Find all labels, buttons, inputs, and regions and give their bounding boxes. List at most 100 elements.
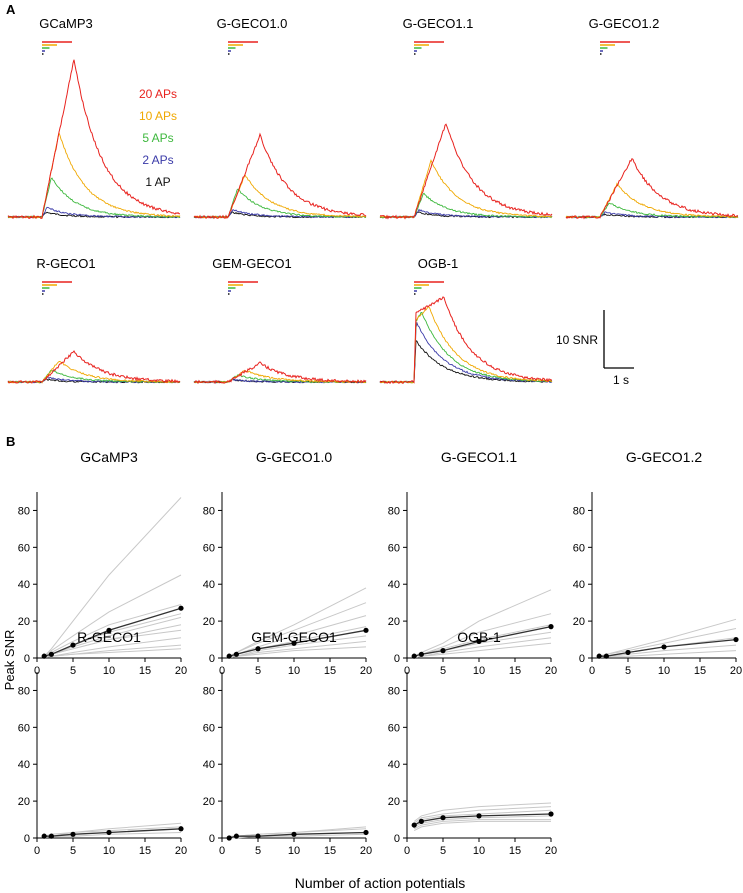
x-tick-label: 5 [70, 845, 76, 857]
plot-ogb-1: OGB-1 0 20 40 60 80 0 5 10 15 20 [388, 629, 557, 857]
legend-entry-ap5: 5 APs [142, 131, 173, 145]
y-tick-label: 40 [18, 579, 30, 591]
plot-title-r-geco1: R-GECO1 [77, 629, 141, 645]
trace-title-gcamp3: GCaMP3 [39, 16, 92, 31]
mean-point-5 [70, 642, 76, 648]
y-tick-label: 40 [203, 759, 215, 771]
trace-title-gem-geco1: GEM-GECO1 [212, 256, 291, 271]
y-tick-label: 60 [18, 722, 30, 734]
plot-title-ogb-1: OGB-1 [457, 629, 501, 645]
y-tick-label: 0 [579, 653, 585, 665]
y-tick-label: 60 [388, 542, 400, 554]
x-tick-label: 5 [440, 845, 446, 857]
x-axis-label: Number of action potentials [295, 875, 465, 891]
cell-line-2 [413, 806, 552, 824]
trace-g-geco1-1-ap5 [379, 192, 553, 219]
trace-gem-geco1-ap20 [193, 361, 367, 385]
mean-point-1 [41, 833, 47, 839]
trace-panel-ogb-1: OGB-1 [379, 256, 553, 385]
y-tick-label: 20 [18, 796, 30, 808]
panel-a-label: A [6, 2, 16, 17]
plot-title-gcamp3: GCaMP3 [80, 449, 138, 465]
mean-point-2 [48, 651, 55, 657]
mean-point-5 [70, 831, 76, 837]
x-tick-label: 15 [694, 665, 706, 677]
plot-gem-geco1: GEM-GECO1 0 20 40 60 80 0 5 10 15 20 [203, 629, 372, 857]
mean-point-10 [106, 627, 112, 633]
trace-gcamp3-ap20 [7, 59, 180, 220]
x-tick-label: 10 [658, 665, 670, 677]
mean-point-1 [411, 822, 417, 828]
mean-point-2 [48, 833, 55, 839]
scale-bar-y-label: 10 SNR [556, 333, 598, 347]
x-tick-label: 5 [70, 665, 76, 677]
scale-bar-x-label: 1 s [613, 373, 629, 387]
legend-entry-ap10: 10 APs [139, 109, 177, 123]
cell-line-6 [414, 642, 552, 659]
y-tick-label: 60 [388, 722, 400, 734]
y-tick-label: 0 [394, 653, 400, 665]
mean-point-1 [411, 653, 417, 659]
x-tick-label: 5 [255, 845, 261, 857]
mean-point-5 [625, 649, 631, 656]
mean-point-10 [476, 813, 482, 819]
y-tick-label: 60 [18, 542, 30, 554]
trace-g-geco1-2-ap10 [565, 182, 739, 219]
mean-point-1 [226, 835, 232, 841]
trace-title-r-geco1: R-GECO1 [36, 256, 95, 271]
x-tick-label: 5 [255, 665, 261, 677]
y-tick-label: 60 [203, 722, 215, 734]
trace-ogb-1-ap20 [379, 296, 553, 385]
y-tick-label: 80 [203, 685, 215, 697]
legend-entry-ap2: 2 APs [142, 153, 173, 167]
y-axis-label: Peak SNR [2, 630, 17, 691]
x-tick-label: 20 [360, 845, 372, 857]
y-tick-label: 0 [24, 653, 30, 665]
x-tick-label: 20 [545, 665, 557, 677]
mean-point-1 [41, 653, 47, 659]
x-tick-label: 15 [139, 665, 151, 677]
y-tick-label: 80 [203, 505, 215, 517]
mean-point-10 [476, 638, 482, 645]
x-tick-label: 10 [288, 665, 300, 677]
x-tick-label: 0 [589, 665, 595, 677]
trace-g-geco1-2-ap20 [565, 157, 739, 220]
cell-line-6 [413, 820, 551, 832]
trace-g-geco1-1-ap10 [379, 159, 553, 219]
x-tick-label: 10 [103, 665, 115, 677]
x-tick-label: 10 [473, 665, 485, 677]
mean-point-20 [733, 636, 739, 643]
mean-point-10 [291, 831, 297, 837]
x-tick-label: 5 [625, 665, 631, 677]
x-tick-label: 20 [175, 845, 187, 857]
y-tick-label: 40 [388, 579, 400, 591]
y-tick-label: 20 [18, 616, 30, 628]
panel-a-traces: GCaMP3 G-GECO1.0 G-GECO1.1 G-GECO1.2 R-GECO1… [7, 16, 739, 385]
cell-line-2 [43, 574, 182, 657]
trace-title-g-geco1-0: G-GECO1.0 [217, 16, 288, 31]
plot-title-g-geco1-1: G-GECO1.1 [441, 449, 517, 465]
x-tick-label: 10 [473, 845, 485, 857]
x-tick-label: 15 [509, 665, 521, 677]
mean-point-1 [596, 653, 602, 659]
trace-panel-g-geco1-2: G-GECO1.2 [565, 16, 739, 220]
x-tick-label: 20 [730, 665, 742, 677]
x-tick-label: 15 [324, 845, 336, 857]
y-tick-label: 0 [24, 833, 30, 845]
mean-point-5 [440, 815, 446, 821]
mean-point-20 [548, 624, 554, 630]
y-tick-label: 20 [388, 796, 400, 808]
trace-title-g-geco1-1: G-GECO1.1 [403, 16, 474, 31]
mean-point-2 [418, 818, 424, 825]
plot-g-geco1-2: G-GECO1.2 0 20 40 60 80 0 5 10 15 20 [573, 449, 742, 677]
x-tick-label: 5 [440, 665, 446, 677]
y-tick-label: 40 [203, 579, 215, 591]
y-tick-label: 80 [573, 505, 585, 517]
mean-point-2 [233, 833, 239, 839]
mean-point-20 [178, 605, 184, 611]
trace-panel-r-geco1: R-GECO1 [7, 256, 181, 384]
cell-line-1 [43, 497, 182, 657]
y-tick-label: 20 [203, 616, 215, 628]
y-tick-label: 40 [573, 579, 585, 591]
y-tick-label: 40 [388, 759, 400, 771]
